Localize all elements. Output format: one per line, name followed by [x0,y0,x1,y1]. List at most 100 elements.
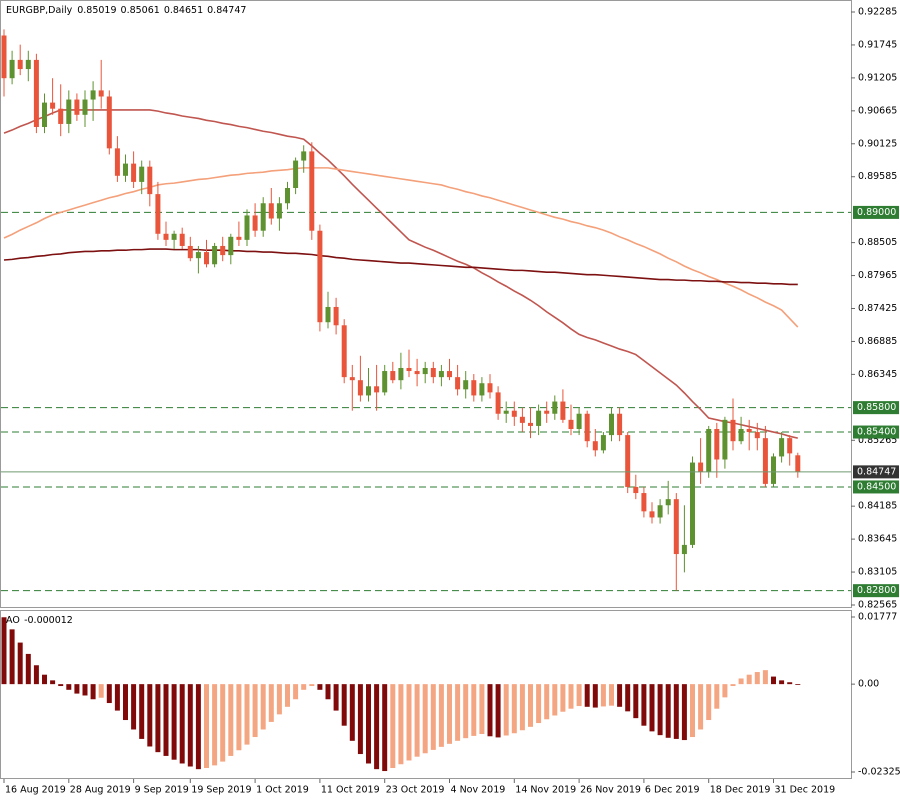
ao-bar [333,684,339,711]
ao-bar [25,653,31,685]
y-tick-label: 0.01777 [858,612,897,623]
ao-bar [66,684,72,690]
ao-bar [171,684,177,760]
level-tag [853,205,899,219]
candle-body [98,90,104,97]
candle-body [325,306,331,323]
y-tick-label: 0.92285 [858,7,897,18]
x-tick-label: 28 Aug 2019 [70,785,131,796]
candle-body [155,194,161,234]
candle-body [74,99,80,115]
ao-bar [625,684,631,712]
candle-body [552,401,558,414]
candle-body [382,371,388,393]
ao-bar [641,684,647,726]
candle-body [430,367,436,378]
level-label: 0.85800 [857,402,896,413]
candle-body [422,367,428,375]
ao-bar [455,684,461,741]
candle-body [592,441,598,451]
ao-bar [706,684,712,721]
candle-body [738,428,744,442]
candle-body [204,252,209,265]
candle-body [673,499,679,555]
ao-bar [503,684,509,736]
ao-bar [349,684,355,741]
candle-body [171,233,177,240]
candle-body [528,422,533,426]
ao-bar [681,684,687,741]
ao-bar [536,684,542,724]
candle-body [114,148,120,176]
moving-average [3,109,798,439]
ao-bar [195,684,201,770]
candle-body [147,166,153,195]
level-tag [853,425,899,439]
ao-bar [447,684,452,744]
candle-body [690,462,695,545]
candle-body [66,99,72,124]
ao-bar [771,676,776,685]
ao-bar [544,684,550,720]
level-tag [853,401,899,415]
ao-bar [722,684,728,698]
ao-bar [244,684,250,745]
ao-bar [649,684,655,732]
ao-bar [390,684,396,769]
ao-bar [495,684,501,738]
ao-bar [228,684,234,756]
ao-bar [155,684,161,753]
candle-body [1,35,7,79]
candle-body [787,438,793,454]
candle-body [25,59,31,70]
main-panel [0,0,852,608]
candle-body [90,90,96,100]
ao-bar [552,684,558,716]
ao-bar [187,684,193,767]
candle-body [625,435,631,487]
candle-body [584,413,590,442]
ao-bar [762,670,768,685]
candle-body [519,416,525,423]
level-label: 0.84500 [857,481,896,492]
level-tag [853,480,899,494]
ao-bar [58,684,64,687]
ao-bar [220,684,226,762]
candle-body [50,102,56,109]
candle-body [309,151,315,231]
y-tick-label: 0.00 [858,679,879,690]
candle-body [730,419,736,442]
candle-body [706,428,712,472]
ao-bar [33,665,39,685]
ao-bar [285,684,290,707]
y-tick-label: 0.82565 [858,600,897,611]
ao-bar [471,684,477,736]
ao-bar [276,684,282,715]
ao-bar [252,684,258,738]
ao-bar [673,684,679,739]
ao-bar [212,684,218,766]
candle-body [163,233,169,240]
ao-bar [657,684,663,736]
candle-body [301,151,307,161]
ao-bar [511,684,517,734]
y-tick-label: 0.83105 [858,567,897,578]
ao-bar [317,684,323,690]
candle-body [495,392,501,414]
ao-bar [414,684,420,757]
ao-last: -0.000012 [24,615,73,626]
candle-body [179,233,185,246]
y-tick-label: 0.88505 [858,237,897,248]
candle-body [349,377,355,381]
ao-header: AO -0.000012 [6,615,73,626]
ao-bar [268,684,274,722]
candle-body [244,215,250,240]
ao-bar [374,684,380,770]
candle-body [633,486,639,494]
ao-bar [9,629,15,685]
x-tick-label: 4 Nov 2019 [451,785,506,796]
candle-body [17,59,23,70]
candle-body [762,438,768,484]
candle-body [390,371,396,381]
